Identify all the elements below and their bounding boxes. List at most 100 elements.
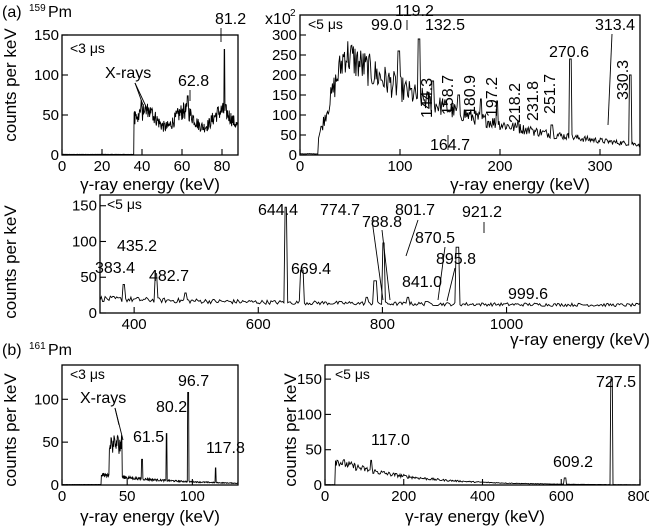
- y-axis-label-a1: counts per keV: [1, 28, 20, 142]
- peak-label-a3: 788.8: [362, 214, 402, 231]
- peak-label-a3: 383.4: [95, 260, 135, 277]
- x-tick-label-b2: 0: [321, 488, 329, 505]
- panel-b-mass: 161: [29, 341, 46, 352]
- y-tick-label-a2: 200: [272, 67, 297, 84]
- x-tick-label-b2: 800: [627, 488, 649, 505]
- peak-label-b1: X-rays: [80, 390, 126, 407]
- y-tick-label-a2: 100: [272, 107, 297, 124]
- peak-label-a3: 482.7: [149, 268, 189, 285]
- plot-frame-a1: [61, 34, 239, 156]
- peak-label-a3: 644.4: [258, 202, 298, 219]
- y-tick-label-a2: 150: [272, 87, 297, 104]
- peak-label-a2: 158.7: [440, 75, 457, 115]
- y-tick-label-a1: 100: [34, 67, 59, 84]
- scale-note: x10: [265, 11, 291, 28]
- panel-a2: 0 100 200 300 0 50 100 150 200 250 300 <5 μs 99.0119…: [272, 3, 641, 175]
- peak-arrow-a2: [607, 33, 613, 126]
- x-tick-label-a3: 800: [370, 316, 395, 333]
- y-tick-label-b1: 0: [51, 477, 59, 494]
- x-axis-label-b1: γ-ray energy (keV): [80, 507, 220, 526]
- peak-label-a3: 921.2: [462, 204, 502, 221]
- peak-label-a2: 313.4: [595, 17, 635, 34]
- peak-label-a3: 435.2: [117, 238, 157, 255]
- x-tick-label-a1: 40: [134, 158, 151, 175]
- panel-b1: 0 50 100 0 50 100 <3 μs X-rays 61.5 80.2 96.7 117.8: [34, 364, 245, 505]
- y-tick-label-a2: 250: [272, 47, 297, 64]
- panel-a1: 0 20 40 60 80 0 50 100 150 <3 μsX-rays 62.8 81.2: [34, 11, 246, 175]
- y-tick-label-b1: 100: [34, 391, 59, 408]
- peak-arrow-b1: [114, 407, 124, 441]
- scale-note-exponent: 2: [290, 8, 296, 19]
- peak-arrow-a1: [134, 82, 151, 116]
- plot-frame-a3: [99, 194, 641, 314]
- y-tick-label-b2: 50: [305, 442, 322, 459]
- peak-label-a3: 895.8: [436, 251, 476, 268]
- x-tick-label-a2: 200: [487, 158, 512, 175]
- x-axis-label-a1: γ-ray energy (keV): [80, 175, 220, 194]
- x-tick-label-a3: 600: [246, 316, 271, 333]
- x-tick-label-b2: 200: [391, 488, 416, 505]
- peak-label-a2: 99.0: [371, 17, 402, 34]
- peak-arrow-a3: [371, 219, 384, 301]
- plot-frame-a2: [299, 14, 641, 156]
- peak-label-b1: 96.7: [178, 373, 209, 390]
- x-tick-label-b1: 0: [58, 488, 66, 505]
- x-tick-label-a2: 0: [296, 158, 304, 175]
- y-tick-label-a2: 300: [272, 27, 297, 44]
- peak-label-a2: 119.2: [395, 3, 434, 20]
- y-tick-label-b2: 150: [297, 371, 322, 388]
- y-tick-label-b2: 0: [314, 477, 322, 494]
- y-tick-label-a2: 50: [280, 127, 297, 144]
- x-tick-label-b2: 400: [470, 488, 495, 505]
- peak-label-a3: 669.4: [291, 261, 331, 278]
- peak-label-a2: 164.7: [430, 137, 470, 154]
- peak-label-b1: 117.8: [206, 440, 245, 457]
- panel-a-symbol: Pm: [48, 4, 72, 21]
- peak-label-b2: 609.2: [553, 454, 593, 471]
- peak-arrow-a3: [405, 219, 419, 257]
- x-tick-label-a2: 100: [387, 158, 412, 175]
- x-tick-label-a1: 20: [94, 158, 111, 175]
- gate-label-a3: <5 μs: [107, 196, 142, 212]
- peak-label-a3: 870.5: [415, 230, 455, 247]
- y-tick-label-b2: 100: [297, 406, 322, 423]
- peak-label-a2: 218.2: [507, 83, 524, 123]
- peak-label-b1: 80.2: [156, 399, 187, 416]
- peak-label-a1: 62.8: [178, 73, 209, 90]
- plot-frame-b1: [61, 364, 239, 486]
- gate-label-a1: <3 μs: [70, 40, 105, 56]
- peak-label-b2: 117.0: [371, 432, 410, 449]
- panel-b-symbol: Pm: [48, 342, 72, 359]
- panel-b2: 0 200 400 600 800 0 50 100 150 <5 μs 117.0 609.2 727…: [297, 364, 649, 505]
- peak-label-a2: 144.3: [419, 78, 436, 118]
- peak-label-a3: 841.0: [402, 274, 442, 291]
- x-tick-label-a3: 400: [122, 316, 147, 333]
- y-tick-label-a3: 100: [72, 233, 97, 250]
- x-tick-label-a3: 1000: [490, 316, 523, 333]
- peak-label-a2: 180.9: [462, 75, 479, 115]
- peak-label-a1: 81.2: [215, 11, 246, 28]
- peak-arrow-a3: [381, 229, 391, 301]
- peak-label-a2: 330.3: [615, 60, 632, 100]
- panel-b-label: (b): [2, 342, 22, 359]
- y-axis-label-a3: counts per keV: [1, 205, 20, 319]
- x-tick-label-a1: 0: [58, 158, 66, 175]
- panel-a-label: (a): [2, 4, 22, 21]
- x-axis-label-a2: γ-ray energy (keV): [450, 175, 590, 194]
- y-axis-label-b1: counts per keV: [1, 373, 20, 487]
- x-axis-label-b2: γ-ray energy (keV): [405, 507, 545, 526]
- peak-label-a3: 774.7: [320, 202, 360, 219]
- gate-label-b2: <5 μs: [335, 366, 370, 382]
- y-tick-label-a1: 150: [34, 27, 59, 44]
- x-tick-label-a2: 300: [587, 158, 612, 175]
- peak-label-a2: 197.2: [484, 77, 501, 117]
- peak-label-a2: 251.7: [542, 74, 559, 114]
- y-tick-label-a1: 0: [51, 147, 59, 164]
- peak-arrow-a3: [446, 267, 456, 302]
- spectrum-trace-a2: [299, 38, 641, 155]
- x-tick-label-b1: 50: [119, 488, 136, 505]
- y-axis-label-b2: counts per keV: [281, 373, 300, 487]
- peak-label-a2: 231.8: [525, 81, 542, 121]
